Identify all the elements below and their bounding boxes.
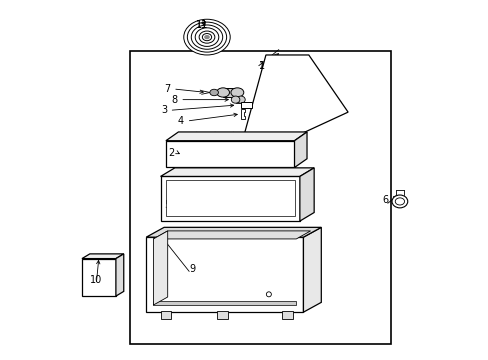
Ellipse shape (236, 96, 244, 103)
Text: 6: 6 (382, 195, 388, 204)
Ellipse shape (203, 35, 209, 39)
Ellipse shape (195, 28, 218, 46)
Polygon shape (153, 301, 296, 305)
Text: 1: 1 (259, 61, 265, 71)
Polygon shape (116, 254, 123, 296)
Ellipse shape (209, 89, 218, 96)
Polygon shape (294, 132, 306, 167)
Text: 11: 11 (195, 19, 207, 30)
Polygon shape (235, 96, 241, 103)
Ellipse shape (231, 96, 240, 103)
Polygon shape (160, 168, 313, 176)
Polygon shape (223, 88, 237, 97)
Ellipse shape (266, 292, 271, 297)
Text: 11: 11 (195, 19, 207, 30)
Text: 7: 7 (164, 84, 170, 94)
Polygon shape (82, 258, 116, 296)
Text: 4: 4 (177, 116, 183, 126)
Polygon shape (165, 180, 294, 216)
Text: 1: 1 (259, 61, 265, 71)
Polygon shape (82, 254, 123, 258)
Polygon shape (153, 231, 310, 239)
Polygon shape (130, 51, 390, 344)
Ellipse shape (216, 88, 229, 97)
Text: 2: 2 (168, 148, 174, 158)
Polygon shape (241, 109, 244, 119)
Polygon shape (244, 134, 301, 143)
Text: 8: 8 (171, 95, 178, 105)
Ellipse shape (230, 88, 244, 97)
Polygon shape (160, 311, 171, 319)
Text: 5: 5 (164, 200, 170, 210)
Polygon shape (165, 141, 294, 167)
Text: 10: 10 (90, 275, 102, 285)
Text: 9: 9 (189, 264, 195, 274)
Polygon shape (160, 176, 299, 221)
Polygon shape (244, 55, 347, 134)
Ellipse shape (391, 195, 407, 208)
Polygon shape (146, 237, 303, 312)
Ellipse shape (191, 25, 222, 49)
Polygon shape (303, 227, 321, 312)
Ellipse shape (394, 198, 404, 205)
Ellipse shape (199, 31, 214, 43)
Ellipse shape (183, 19, 230, 55)
Polygon shape (299, 168, 313, 221)
Polygon shape (153, 231, 167, 305)
Ellipse shape (187, 22, 226, 52)
Polygon shape (217, 311, 227, 319)
Polygon shape (165, 132, 306, 141)
Polygon shape (241, 102, 251, 108)
Polygon shape (146, 227, 321, 237)
Ellipse shape (202, 33, 211, 41)
Polygon shape (282, 311, 292, 319)
Text: 3: 3 (161, 105, 167, 115)
